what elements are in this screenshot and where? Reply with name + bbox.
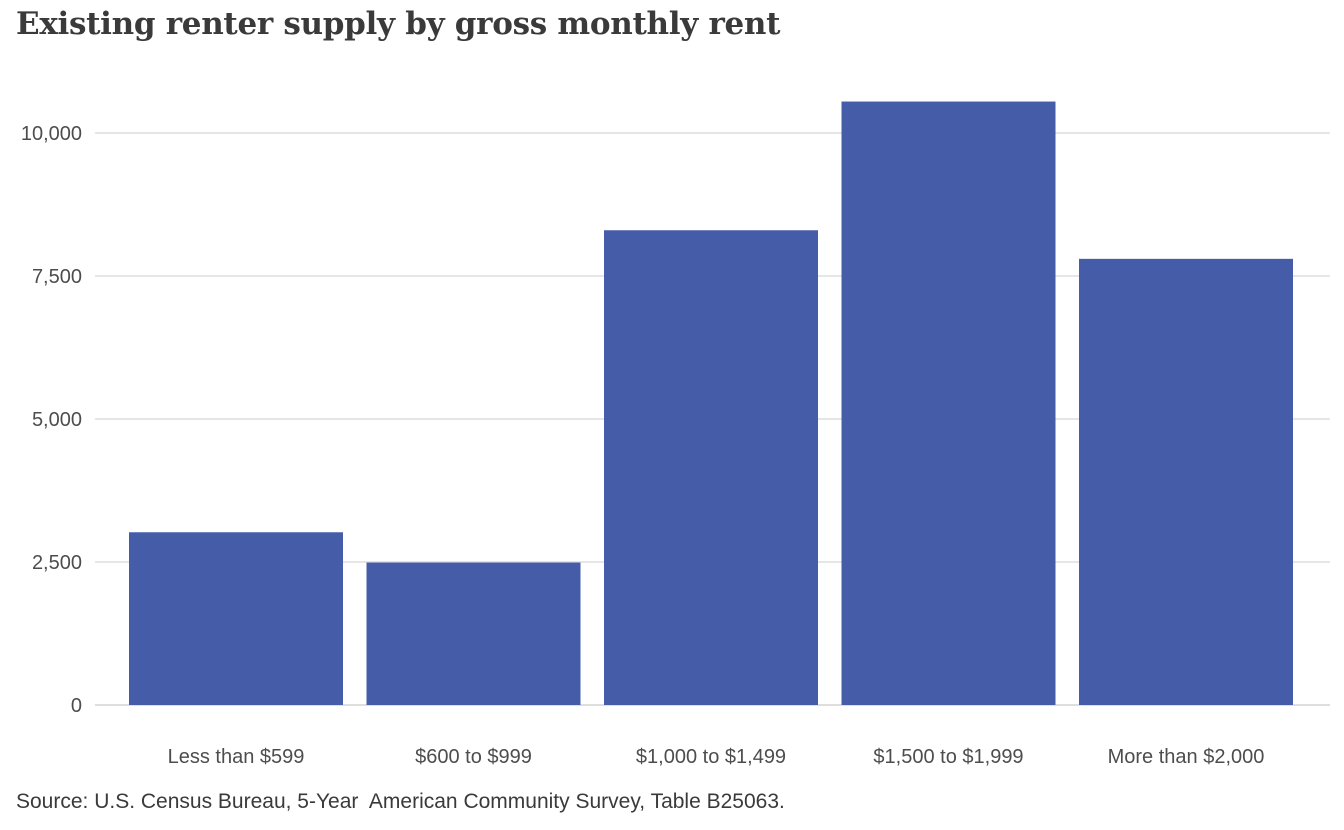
x-tick-label: $600 to $999: [415, 746, 532, 768]
y-tick-label: 2,500: [32, 552, 82, 574]
bar: [604, 230, 818, 706]
bar: [841, 101, 1056, 706]
x-tick-label: $1,000 to $1,499: [636, 746, 786, 768]
source-note: Source: U.S. Census Bureau, 5-Year Ameri…: [16, 790, 785, 813]
bars: [129, 101, 1293, 706]
x-axis-labels: Less than $599 $600 to $999 $1,000 to $1,4…: [168, 746, 1265, 768]
x-tick-label: Less than $599: [168, 746, 305, 768]
y-tick-label: 10,000: [21, 123, 82, 145]
bar: [129, 532, 343, 705]
y-axis-ticks: 0 2,500 5,000 7,500 10,000: [21, 123, 82, 717]
chart-title: Existing renter supply by gross monthly …: [16, 6, 781, 42]
y-tick-label: 0: [71, 695, 82, 717]
bar: [1079, 258, 1293, 705]
x-tick-label: More than $2,000: [1108, 746, 1265, 768]
y-tick-label: 7,500: [32, 266, 82, 288]
y-tick-label: 5,000: [32, 409, 82, 431]
x-tick-label: $1,500 to $1,999: [873, 746, 1023, 768]
bar: [366, 562, 581, 705]
